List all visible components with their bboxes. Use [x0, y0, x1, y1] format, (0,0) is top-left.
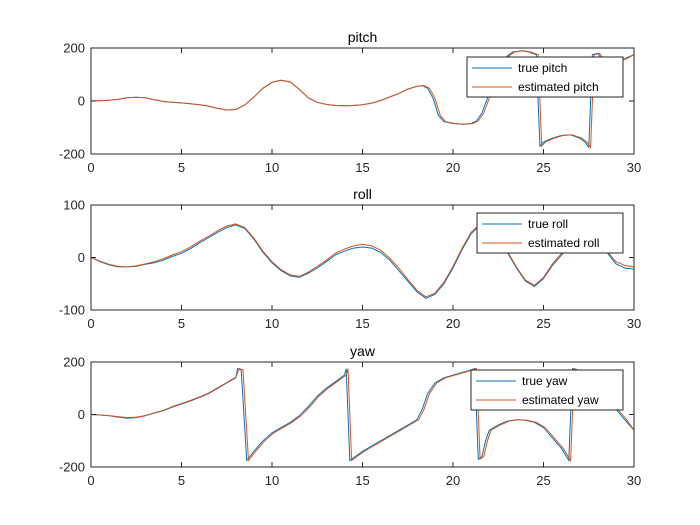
legend-label-0: true pitch: [518, 61, 567, 75]
series-line-1: [91, 367, 634, 463]
legend-box: [470, 369, 624, 411]
x-tick-label: 15: [355, 316, 369, 331]
legend-label-0: true yaw: [522, 374, 568, 388]
y-tick-label: 100: [63, 198, 85, 213]
y-tick-label: 0: [78, 250, 85, 265]
legend-label-1: estimated pitch: [518, 80, 599, 94]
x-tick-label: 0: [87, 160, 94, 175]
x-tick-label: 5: [178, 160, 185, 175]
chart-title: roll: [353, 186, 372, 202]
y-tick-label: 200: [63, 41, 85, 56]
y-tick-label: -200: [59, 147, 85, 162]
x-tick-label: 25: [536, 473, 550, 488]
y-tick-label: 0: [78, 94, 85, 109]
x-tick-label: 0: [87, 473, 94, 488]
y-tick-label: 0: [78, 407, 85, 422]
legend-label-1: estimated roll: [528, 236, 599, 250]
legend: true roll estimated roll: [476, 212, 624, 254]
x-tick-label: 20: [446, 473, 460, 488]
y-tick-label: -100: [59, 303, 85, 318]
series-line-1: [91, 50, 634, 149]
chart-title: yaw: [350, 343, 376, 359]
x-tick-label: 30: [627, 160, 641, 175]
legend-box: [466, 56, 624, 98]
legend-label-1: estimated yaw: [522, 393, 599, 407]
series-line-0: [91, 224, 634, 299]
x-tick-label: 5: [178, 473, 185, 488]
legend: true pitch estimated pitch: [466, 56, 624, 98]
chart-title: pitch: [348, 29, 378, 45]
x-tick-label: 0: [87, 316, 94, 331]
x-tick-label: 5: [178, 316, 185, 331]
y-tick-label: 200: [63, 355, 85, 370]
x-tick-label: 30: [627, 316, 641, 331]
series-line-1: [91, 223, 634, 298]
x-tick-label: 10: [265, 160, 279, 175]
x-tick-label: 15: [355, 160, 369, 175]
legend: true yaw estimated yaw: [470, 369, 624, 411]
x-tick-label: 25: [536, 316, 550, 331]
x-tick-label: 15: [355, 473, 369, 488]
x-tick-label: 10: [265, 473, 279, 488]
legend-box: [476, 212, 624, 254]
x-tick-label: 10: [265, 316, 279, 331]
y-tick-label: -200: [59, 460, 85, 475]
x-tick-label: 30: [627, 473, 641, 488]
x-tick-label: 20: [446, 160, 460, 175]
x-tick-label: 20: [446, 316, 460, 331]
legend-label-0: true roll: [528, 217, 568, 231]
x-tick-label: 25: [536, 160, 550, 175]
